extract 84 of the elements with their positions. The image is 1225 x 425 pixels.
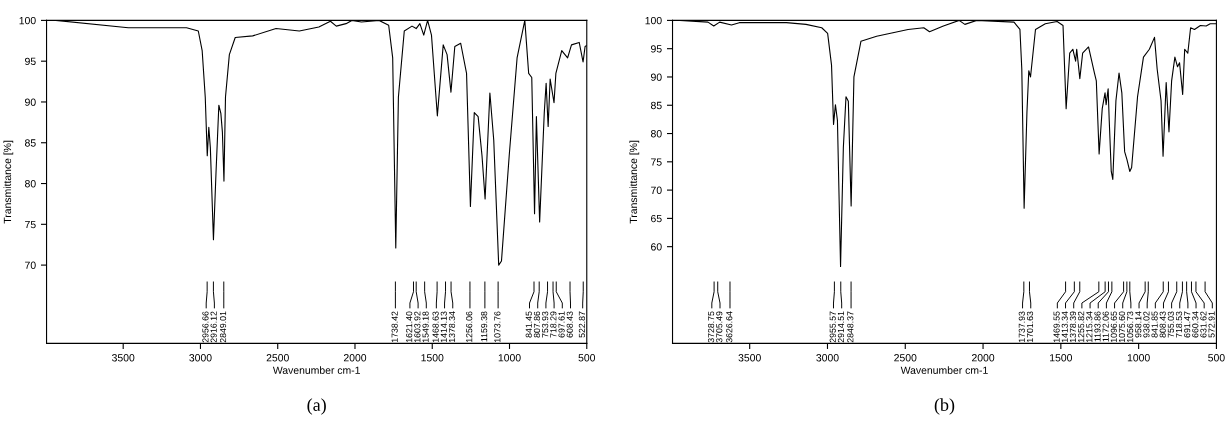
annotation: 841.45 <box>525 311 532 338</box>
annotation: 718.29 <box>550 311 557 338</box>
text: (b) <box>934 398 955 415</box>
x-tick-label: 2000 <box>972 354 995 362</box>
annotation: 1549.18 <box>422 311 429 343</box>
y-tick-label: 90 <box>651 73 662 81</box>
x-tick-label: 1000 <box>1127 354 1150 362</box>
annotation: 1738.42 <box>391 311 398 343</box>
x-tick-label: 3000 <box>816 354 839 362</box>
x-axis-title: Wavenumber cm-1 <box>900 366 988 374</box>
annotation: 522.87 <box>578 311 586 338</box>
annotation: 697.61 <box>558 311 565 338</box>
x-tick-label: 1000 <box>498 354 521 362</box>
annotation: 753.93 <box>542 311 549 338</box>
y-tick-label: 100 <box>645 16 662 25</box>
annotation: 958.14 <box>1135 311 1142 338</box>
annotation: 3705.49 <box>716 311 723 343</box>
y-tick-label: 80 <box>650 130 662 138</box>
y-tick-label: 70 <box>651 186 662 194</box>
y-tick-label: 65 <box>651 214 662 223</box>
annotation: 841.85 <box>1151 311 1158 338</box>
annotation: 631.62 <box>1200 311 1207 338</box>
annotation: 572.91 <box>1208 311 1215 338</box>
annotation: 1603.92 <box>414 311 421 343</box>
x-tick-label: 1500 <box>1050 354 1073 362</box>
annotation: 608.43 <box>566 311 573 338</box>
annotation: 1193.86 <box>1094 311 1101 342</box>
y-tick-label: 90 <box>25 98 36 106</box>
annotation: 718.53 <box>1175 311 1183 338</box>
y-axis-title: Transmittance [%] <box>3 140 14 224</box>
y-tick-label: 100 <box>19 16 36 25</box>
annotation: 660.34 <box>1192 311 1199 338</box>
annotation: 691.47 <box>1184 311 1191 338</box>
annotation: 2955.57 <box>829 311 836 343</box>
y-tick-label: 60 <box>651 243 662 251</box>
annotation: 1255.82 <box>1078 311 1085 343</box>
annotation: 1256.06 <box>466 311 473 343</box>
annotation: 1469.55 <box>1053 311 1060 343</box>
x-axis-title: Wavenumber cm-1 <box>272 366 360 374</box>
x-tick-label: 2500 <box>894 354 917 362</box>
annotation: 3626.64 <box>726 311 733 343</box>
annotation: 2849.01 <box>219 311 227 343</box>
y-tick-label: 75 <box>651 158 662 166</box>
annotation: 1413.34 <box>1061 311 1068 343</box>
annotation: 808.43 <box>1159 311 1166 338</box>
y-tick-label: 85 <box>25 139 36 147</box>
y-tick-label: 80 <box>25 180 36 188</box>
annotation: 938.02 <box>1143 311 1150 338</box>
y-tick-label: 85 <box>650 101 662 110</box>
x-tick-label: 1500 <box>421 354 444 362</box>
annotation: 2914.51 <box>837 311 845 343</box>
annotation: 1172.06 <box>1102 311 1109 342</box>
y-tick-label: 95 <box>25 57 36 66</box>
annotation: 1215.34 <box>1086 311 1093 343</box>
annotation: 1468.63 <box>432 311 439 343</box>
annotation: 755.03 <box>1167 311 1174 338</box>
annotation: 1701.63 <box>1026 311 1034 343</box>
annotation: 2956.66 <box>202 311 209 343</box>
annotation: 3728.75 <box>707 311 715 343</box>
annotation: 1737.93 <box>1018 311 1025 343</box>
annotation: 1159.38 <box>481 311 488 342</box>
x-tick-label: 500 <box>578 354 596 362</box>
annotation: 1414.13 <box>440 311 447 343</box>
annotation: 2916.12 <box>210 311 217 343</box>
text: (a) <box>307 398 326 415</box>
x-tick-label: 2500 <box>266 354 289 362</box>
annotation: 1073.76 <box>494 311 501 343</box>
y-tick-label: 75 <box>25 220 36 229</box>
y-axis-title: Transmittance [%] <box>629 140 640 224</box>
y-tick-label: 70 <box>25 261 36 269</box>
annotation: 2848.37 <box>847 311 854 343</box>
annotation: 1378.34 <box>448 311 456 343</box>
annotation: 1378.39 <box>1069 311 1077 343</box>
annotation: 1056.73 <box>1127 311 1134 343</box>
annotation: 807.86 <box>533 311 541 338</box>
annotation: 1621.40 <box>406 311 413 343</box>
y-tick-label: 95 <box>651 45 662 53</box>
x-tick-label: 3500 <box>738 354 761 362</box>
annotation: 1096.65 <box>1110 311 1117 343</box>
x-tick-label: 3000 <box>189 354 212 362</box>
x-tick-label: 500 <box>1208 354 1225 362</box>
x-tick-label: 3500 <box>112 354 135 362</box>
annotation: 1075.60 <box>1118 311 1126 343</box>
x-tick-label: 2000 <box>343 354 367 362</box>
